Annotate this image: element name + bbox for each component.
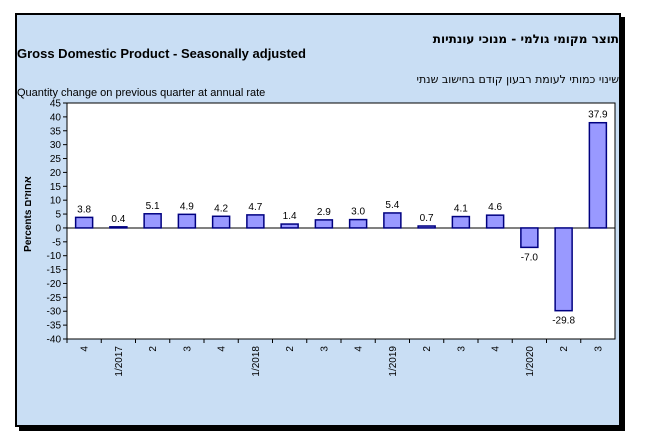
chart-subtitle: Quantity change on previous quarter at a… bbox=[17, 87, 266, 99]
bar bbox=[246, 214, 265, 229]
x-tick-label: 1/2018 bbox=[251, 346, 262, 377]
x-tick-label: 3 bbox=[182, 346, 193, 352]
bar bbox=[554, 227, 573, 312]
data-label: 5.1 bbox=[146, 201, 160, 212]
bar bbox=[348, 218, 368, 229]
data-label: 37.9 bbox=[588, 110, 608, 121]
x-tick-label: 2 bbox=[285, 346, 296, 352]
bar-chart: -40 -35 -30 -25 -20 -15 -10 -5 0 5 10 15 20 25 30 35 40 4… bbox=[23, 99, 616, 377]
chart-frame: תוצר מקומי גולמי - מנוכי עונתיות Gross D… bbox=[15, 13, 621, 427]
y-tick-label: 0 bbox=[55, 223, 61, 234]
y-axis-label: Percents אחוזים bbox=[23, 176, 34, 252]
data-label: 0.4 bbox=[111, 214, 125, 225]
x-tick-label: 3 bbox=[456, 346, 467, 352]
y-tick-label: -30 bbox=[47, 307, 62, 318]
data-label: 4.7 bbox=[248, 202, 262, 213]
bar bbox=[588, 121, 608, 229]
bar bbox=[109, 226, 128, 229]
bar bbox=[451, 215, 471, 229]
y-tick-label: 45 bbox=[50, 99, 62, 110]
data-label: -29.8 bbox=[552, 316, 575, 327]
chart-subtitle-hebrew: שינוי כמותי לעומת רבעון קודם בחישוב שנתי bbox=[416, 73, 619, 86]
x-tick-label: 4 bbox=[80, 346, 91, 352]
data-label: 0.7 bbox=[420, 213, 434, 224]
x-tick-label: 1/2019 bbox=[388, 346, 399, 377]
x-tick-label: 4 bbox=[491, 346, 502, 352]
x-tick-label: 4 bbox=[354, 346, 365, 352]
bar bbox=[417, 225, 436, 229]
data-label: 4.9 bbox=[180, 201, 194, 212]
x-tick-label: 2 bbox=[559, 346, 570, 352]
y-tick-label: 10 bbox=[50, 196, 62, 207]
x-tick-label: 2 bbox=[422, 346, 433, 352]
y-tick-label: -10 bbox=[47, 251, 62, 262]
y-tick-label: 15 bbox=[50, 182, 62, 193]
x-tick-label: 2 bbox=[148, 346, 159, 352]
data-label: -7.0 bbox=[521, 252, 539, 263]
data-label: 4.2 bbox=[214, 203, 228, 214]
bar bbox=[211, 215, 231, 229]
bar bbox=[383, 212, 402, 229]
bar bbox=[143, 213, 162, 229]
bar bbox=[280, 223, 299, 229]
x-tick-label: 4 bbox=[217, 346, 228, 352]
x-tick-label: 3 bbox=[319, 346, 330, 352]
x-tick-label: 1/2020 bbox=[525, 346, 536, 377]
data-label: 2.9 bbox=[317, 207, 331, 218]
data-label: 3.0 bbox=[351, 207, 365, 218]
x-tick-label: 1/2017 bbox=[114, 346, 125, 377]
data-label: 4.1 bbox=[454, 204, 468, 215]
y-tick-label: 35 bbox=[50, 126, 62, 137]
y-tick-label: -40 bbox=[47, 335, 62, 346]
bar bbox=[485, 214, 505, 229]
x-tick-label: 3 bbox=[593, 346, 604, 352]
y-tick-label: -15 bbox=[47, 265, 62, 276]
y-tick-label: -35 bbox=[47, 321, 62, 332]
data-label: 5.4 bbox=[385, 200, 399, 211]
data-label: 1.4 bbox=[283, 211, 297, 222]
chart-title-hebrew: תוצר מקומי גולמי - מנוכי עונתיות bbox=[432, 32, 619, 46]
data-label: 4.6 bbox=[488, 202, 502, 213]
y-tick-label: 40 bbox=[50, 112, 62, 123]
bar bbox=[520, 227, 539, 249]
data-label: 3.8 bbox=[77, 204, 91, 215]
y-tick-label: -5 bbox=[52, 237, 61, 248]
bar bbox=[74, 216, 94, 229]
y-tick-label: 25 bbox=[50, 154, 62, 165]
y-tick-label: 20 bbox=[50, 168, 62, 179]
y-tick-label: -20 bbox=[47, 279, 62, 290]
y-tick-label: 5 bbox=[55, 210, 61, 221]
bar bbox=[177, 213, 197, 229]
y-tick-label: -25 bbox=[47, 293, 62, 304]
chart-title: Gross Domestic Product - Seasonally adju… bbox=[17, 46, 306, 61]
y-tick-label: 30 bbox=[50, 140, 62, 151]
bar bbox=[314, 219, 334, 229]
